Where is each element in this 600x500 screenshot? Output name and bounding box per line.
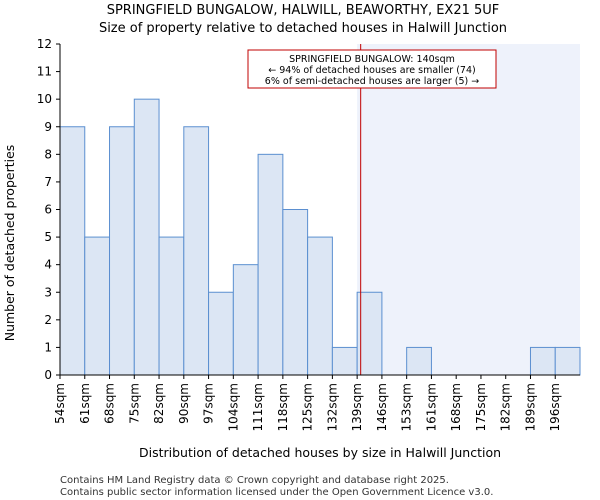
bar-189sqm	[529, 346, 556, 376]
x-tick-label: 68sqm	[103, 383, 117, 424]
bar-82sqm	[158, 236, 185, 376]
x-tick-label: 97sqm	[202, 383, 216, 424]
x-tick-label: 168sqm	[449, 383, 463, 431]
annotation-line-1: SPRINGFIELD BUNGALOW: 140sqm	[289, 54, 455, 65]
x-tick-label: 61sqm	[78, 383, 92, 424]
y-tick-label: 10	[37, 92, 52, 106]
chart-subtitle: Size of property relative to detached ho…	[99, 21, 507, 36]
x-tick-label: 182sqm	[499, 383, 513, 431]
annotation-line-2: ← 94% of detached houses are smaller (74…	[268, 65, 475, 76]
y-tick-label: 7	[44, 175, 52, 189]
x-tick-label: 175sqm	[474, 383, 488, 431]
chart-title: SPRINGFIELD BUNGALOW, HALWILL, BEAWORTHY…	[107, 3, 500, 18]
x-axis-label: Distribution of detached houses by size …	[139, 445, 501, 460]
footer-line-2: Contains public sector information licen…	[60, 487, 493, 498]
x-tick-label: 139sqm	[350, 383, 364, 431]
bar-68sqm	[109, 126, 135, 376]
y-tick-label: 0	[44, 368, 52, 382]
y-tick-label: 5	[44, 230, 52, 244]
y-tick-label: 1	[44, 340, 52, 354]
bar-75sqm	[133, 98, 160, 376]
bar-54sqm	[59, 126, 86, 376]
y-tick-label: 9	[44, 120, 52, 134]
x-tick-label: 146sqm	[375, 383, 389, 431]
x-tick-label: 153sqm	[400, 383, 414, 431]
y-tick-label: 11	[37, 65, 52, 79]
bar-97sqm	[208, 291, 234, 376]
bar-125sqm	[307, 236, 333, 376]
x-tick-label: 111sqm	[251, 383, 265, 431]
x-tick-label: 104sqm	[226, 383, 240, 431]
x-tick-label: 132sqm	[325, 383, 339, 431]
bar-196sqm	[554, 346, 581, 376]
y-tick-label: 8	[44, 147, 52, 161]
x-tick-label: 189sqm	[523, 383, 537, 431]
x-tick-label: 75sqm	[127, 383, 141, 424]
x-tick-label: 118sqm	[276, 383, 290, 431]
bar-132sqm	[331, 346, 358, 376]
footer-line-1: Contains HM Land Registry data © Crown c…	[60, 475, 449, 486]
annotation-line-3: 6% of semi-detached houses are larger (5…	[265, 76, 479, 87]
y-tick-label: 12	[37, 37, 52, 51]
y-tick-label: 6	[44, 203, 52, 217]
x-tick-label: 196sqm	[548, 383, 562, 431]
bar-111sqm	[257, 153, 284, 376]
y-tick-label: 2	[44, 313, 52, 327]
bar-118sqm	[282, 209, 309, 376]
highlight-region	[357, 44, 580, 375]
annotation-box	[247, 49, 497, 89]
bar-104sqm	[232, 264, 259, 376]
x-tick-label: 161sqm	[424, 383, 438, 431]
y-axis-label: Number of detached properties	[2, 145, 17, 342]
y-tick-label: 3	[44, 285, 52, 299]
bar-90sqm	[183, 126, 210, 376]
bar-153sqm	[406, 346, 432, 376]
bar-139sqm	[356, 291, 383, 376]
x-tick-label: 54sqm	[53, 383, 67, 424]
x-tick-label: 125sqm	[301, 383, 315, 431]
y-tick-label: 4	[44, 258, 52, 272]
x-tick-label: 82sqm	[152, 383, 166, 424]
x-tick-label: 90sqm	[177, 383, 191, 424]
bar-61sqm	[84, 236, 111, 376]
